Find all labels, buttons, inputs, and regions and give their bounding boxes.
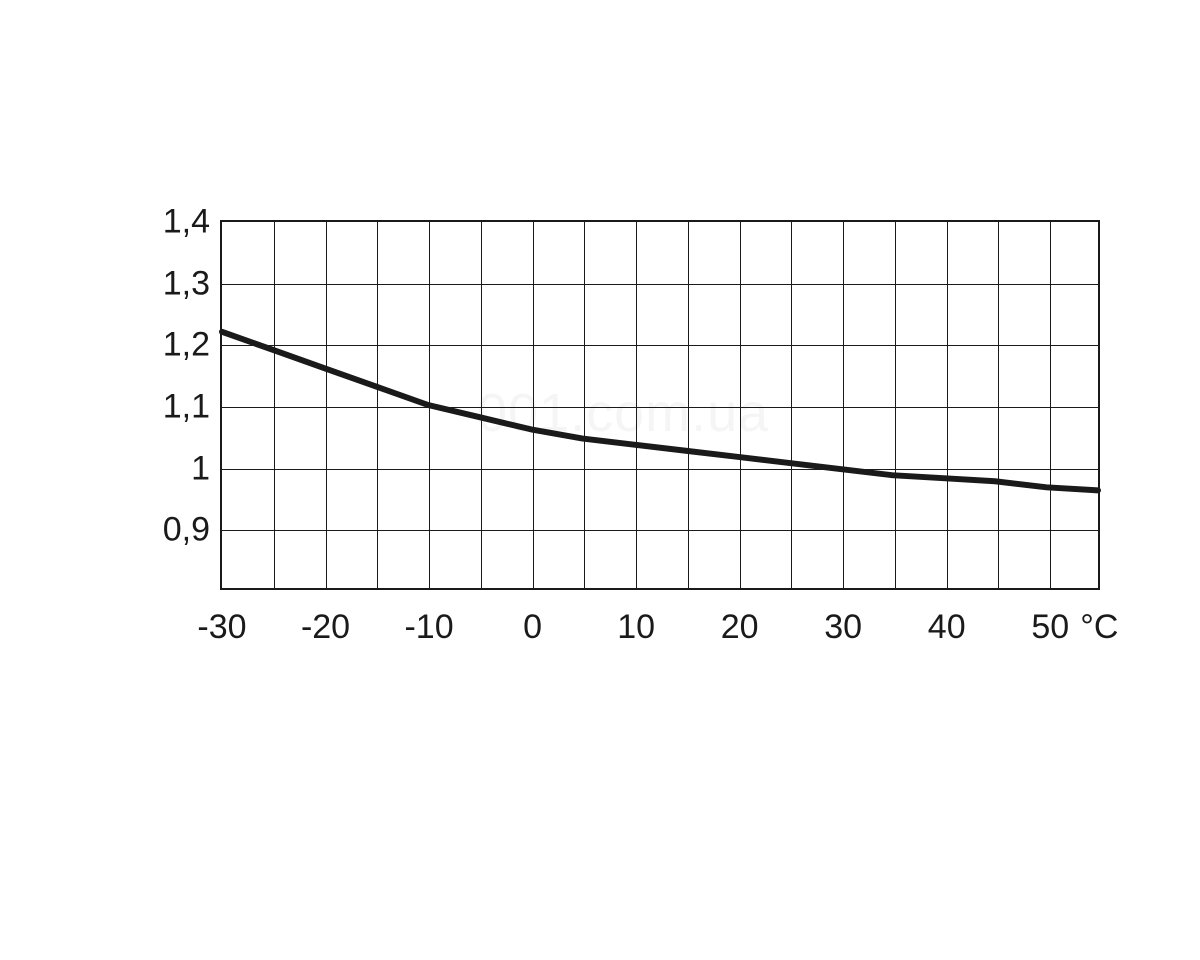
y-axis-tick-label: 1,3 bbox=[163, 264, 210, 303]
plot-area: 001.com.ua 0,911,11,21,31,4-30-20-100102… bbox=[220, 220, 1100, 590]
y-axis-tick-label: 1,1 bbox=[163, 388, 210, 427]
y-axis-tick-label: 0,9 bbox=[163, 511, 210, 550]
x-axis-tick-label: 0 bbox=[523, 608, 542, 647]
y-axis-tick-label: 1,4 bbox=[163, 203, 210, 242]
x-axis-tick-label: -20 bbox=[301, 608, 350, 647]
x-axis-tick-label: 30 bbox=[824, 608, 862, 647]
x-axis-tick-label: 40 bbox=[928, 608, 966, 647]
x-axis-tick-label: 10 bbox=[617, 608, 655, 647]
x-axis-tick-label: 20 bbox=[721, 608, 759, 647]
x-axis-tick-label: -30 bbox=[197, 608, 246, 647]
y-axis-tick-label: 1,2 bbox=[163, 326, 210, 365]
chart-curve bbox=[222, 222, 1098, 588]
x-axis-tick-label: 50 bbox=[1031, 608, 1069, 647]
y-axis-tick-label: 1 bbox=[191, 449, 210, 488]
x-axis-unit: °C bbox=[1080, 608, 1118, 647]
chart-container: 001.com.ua 0,911,11,21,31,4-30-20-100102… bbox=[90, 220, 1150, 670]
x-axis-tick-label: -10 bbox=[404, 608, 453, 647]
